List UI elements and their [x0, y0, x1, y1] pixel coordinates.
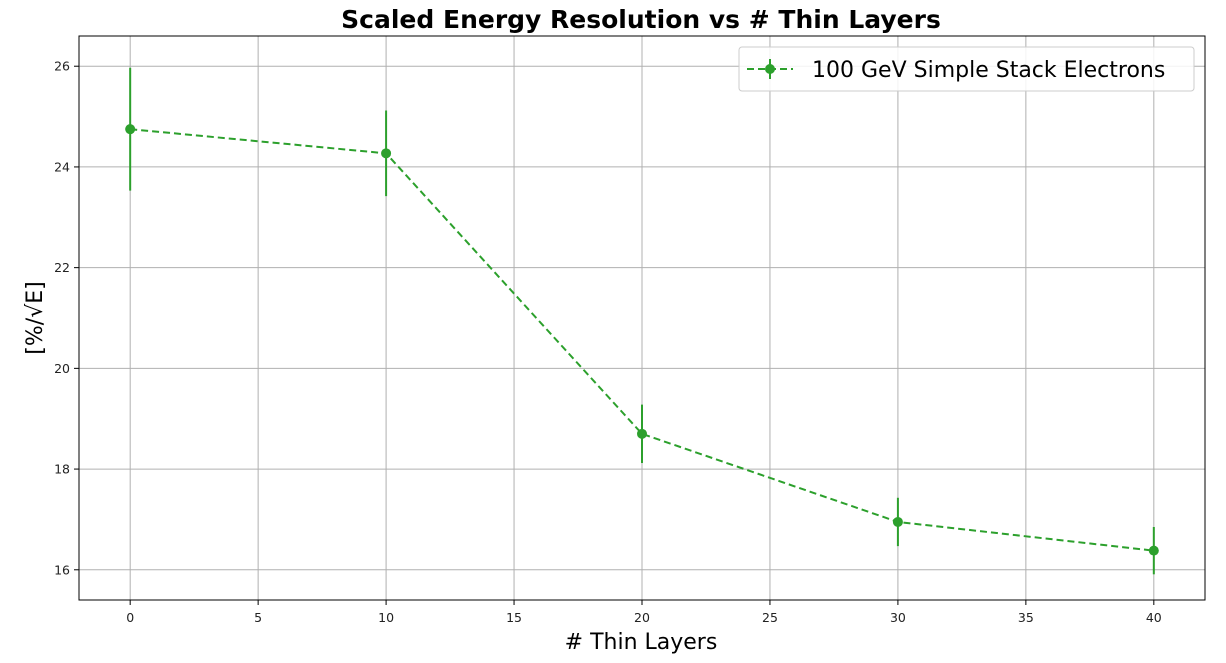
legend: 100 GeV Simple Stack Electrons	[738, 46, 1195, 92]
x-tick-label: 35	[1018, 610, 1034, 625]
data-point	[125, 124, 136, 135]
x-axis: 0 5 10 15 20 25 30 35 40	[126, 600, 1162, 625]
data-point	[1148, 545, 1159, 556]
x-tick-label: 5	[254, 610, 262, 625]
y-tick-label: 18	[54, 462, 70, 477]
x-tick-label: 40	[1146, 610, 1162, 625]
data-point	[637, 428, 647, 439]
grid-lines	[79, 36, 1205, 600]
x-tick-label: 30	[890, 610, 906, 625]
legend-marker-swatch	[765, 64, 775, 74]
x-tick-label: 10	[378, 610, 394, 625]
x-axis-label: # Thin Layers	[565, 630, 718, 655]
legend-entry-label: 100 GeV Simple Stack Electrons	[812, 58, 1165, 83]
series-line	[130, 128, 1154, 552]
x-tick-label: 15	[506, 610, 522, 625]
y-tick-label: 26	[54, 59, 70, 74]
data-point	[892, 516, 903, 527]
y-tick-label: 16	[54, 562, 70, 577]
x-tick-label: 20	[634, 610, 650, 625]
plot-frame	[78, 35, 1206, 601]
y-tick-label: 20	[54, 361, 70, 376]
y-tick-label: 24	[54, 159, 70, 174]
y-axis-label: [%/√E]	[23, 281, 48, 354]
y-tick-label: 22	[54, 260, 70, 275]
x-tick-label: 0	[126, 610, 134, 625]
y-axis: 16 18 20 22 24 26	[54, 59, 79, 577]
series-layer	[125, 67, 1159, 575]
x-tick-label: 25	[762, 610, 778, 625]
chart-title: Scaled Energy Resolution vs # Thin Layer…	[341, 5, 941, 34]
data-point	[381, 148, 392, 159]
legend-box	[738, 46, 1195, 92]
